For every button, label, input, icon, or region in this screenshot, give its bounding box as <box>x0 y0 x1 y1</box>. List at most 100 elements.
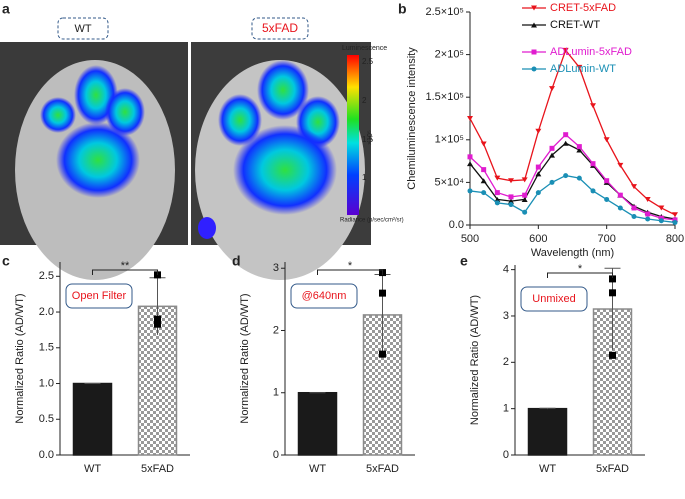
colorbar-tick: 1 <box>362 173 367 182</box>
data-point <box>154 315 161 323</box>
marker <box>480 178 487 184</box>
mouse-images <box>0 17 371 280</box>
y-tick-label: 2.5×10⁵ <box>425 6 464 18</box>
label-box-text: Unmixed <box>532 293 575 305</box>
marker <box>535 128 542 134</box>
marker <box>535 190 541 196</box>
colorbar-exponent: ×10⁵ <box>367 130 374 145</box>
colorbar-tick: 2 <box>362 96 367 105</box>
label-box <box>65 283 133 309</box>
y-tick-label: 2×10⁵ <box>435 49 464 61</box>
x-tick-label: WT <box>84 463 101 475</box>
marker <box>531 5 537 11</box>
marker <box>617 192 623 198</box>
marker <box>645 211 651 217</box>
panel-letter: c <box>2 253 10 269</box>
marker <box>590 161 596 167</box>
marker <box>508 194 514 200</box>
y-tick-label: 3 <box>503 310 509 322</box>
marker <box>494 200 500 206</box>
y-tick-label: 0.5 <box>39 413 54 425</box>
marker <box>522 192 528 198</box>
marker <box>631 184 637 190</box>
series-line <box>469 133 676 221</box>
marker <box>521 177 528 183</box>
significance-bracket <box>317 269 383 275</box>
marker <box>562 47 569 53</box>
y-tick-label: 1.0 <box>39 377 54 389</box>
legend-label: CRET-WT <box>550 19 600 31</box>
series-line <box>469 49 676 216</box>
y-tick-label: 0 <box>273 449 279 461</box>
marker <box>576 175 582 181</box>
y-tick-label: 1.5×10⁵ <box>425 91 464 103</box>
data-point <box>379 289 386 297</box>
panel-letter: e <box>460 253 468 269</box>
y-tick-label: 1×10⁵ <box>435 134 464 146</box>
marker <box>562 140 569 146</box>
marker <box>658 205 665 211</box>
marker <box>508 202 514 208</box>
marker <box>508 178 514 184</box>
bar <box>72 382 113 456</box>
marker <box>563 173 569 179</box>
y-axis-label: Normalized Ratio (AD/WT) <box>239 293 251 423</box>
x-tick-label: 700 <box>597 233 615 245</box>
marker <box>576 144 582 150</box>
marker <box>481 167 487 173</box>
marker <box>531 22 537 28</box>
data-point <box>609 289 616 297</box>
marker <box>494 196 501 202</box>
y-axis-label: Normalized Ratio (AD/WT) <box>14 293 26 423</box>
panel-letter: d <box>232 253 241 269</box>
marker <box>604 178 610 184</box>
data-point <box>154 320 161 328</box>
marker <box>467 188 473 194</box>
marker <box>631 213 637 219</box>
y-tick-label: 0 <box>503 449 509 461</box>
colorbar-tick: 2.5 <box>362 57 374 66</box>
x-tick-label: 5xFAD <box>141 463 174 475</box>
marker <box>617 162 624 168</box>
legend-label: ADLumin-5xFAD <box>550 46 632 58</box>
colorbar-unit: Radiance (p/sec/cm²/sr) <box>340 218 404 224</box>
marker <box>549 179 555 185</box>
x-tick-label: WT <box>309 463 326 475</box>
marker <box>535 171 542 177</box>
colorbar-title: Luminescence <box>342 45 387 52</box>
panel-letter: b <box>398 1 407 17</box>
marker <box>531 66 537 72</box>
label-box <box>520 286 588 312</box>
significance-bracket <box>92 269 158 275</box>
marker <box>576 64 583 70</box>
y-tick-label: 0.0 <box>39 449 54 461</box>
significance: ** <box>121 260 130 272</box>
colorbar-tick: 1.5 <box>362 135 374 144</box>
image-label: 5xFAD <box>262 21 298 35</box>
marker <box>494 190 500 196</box>
y-axis-label: Normalized Ratio (AD/WT) <box>469 295 481 425</box>
marker <box>617 205 623 211</box>
x-tick-label: 5xFAD <box>596 463 629 475</box>
marker <box>563 132 569 138</box>
marker <box>494 175 501 181</box>
marker <box>480 141 487 147</box>
y-tick-label: 3 <box>273 262 279 274</box>
bar <box>527 407 568 456</box>
marker <box>521 196 528 202</box>
marker <box>672 217 678 223</box>
label-box <box>290 283 358 309</box>
x-tick-label: 800 <box>666 233 684 245</box>
legend-label: CRET-5xFAD <box>550 2 616 14</box>
significance: * <box>348 260 353 272</box>
marker <box>508 198 514 204</box>
error-bar <box>539 407 556 410</box>
series-line <box>469 174 676 224</box>
significance: * <box>578 263 583 275</box>
significance-bracket <box>547 272 613 278</box>
data-point <box>609 275 616 283</box>
y-tick-label: 2 <box>273 324 279 336</box>
x-tick-label: 500 <box>461 233 479 245</box>
marker <box>531 49 537 55</box>
